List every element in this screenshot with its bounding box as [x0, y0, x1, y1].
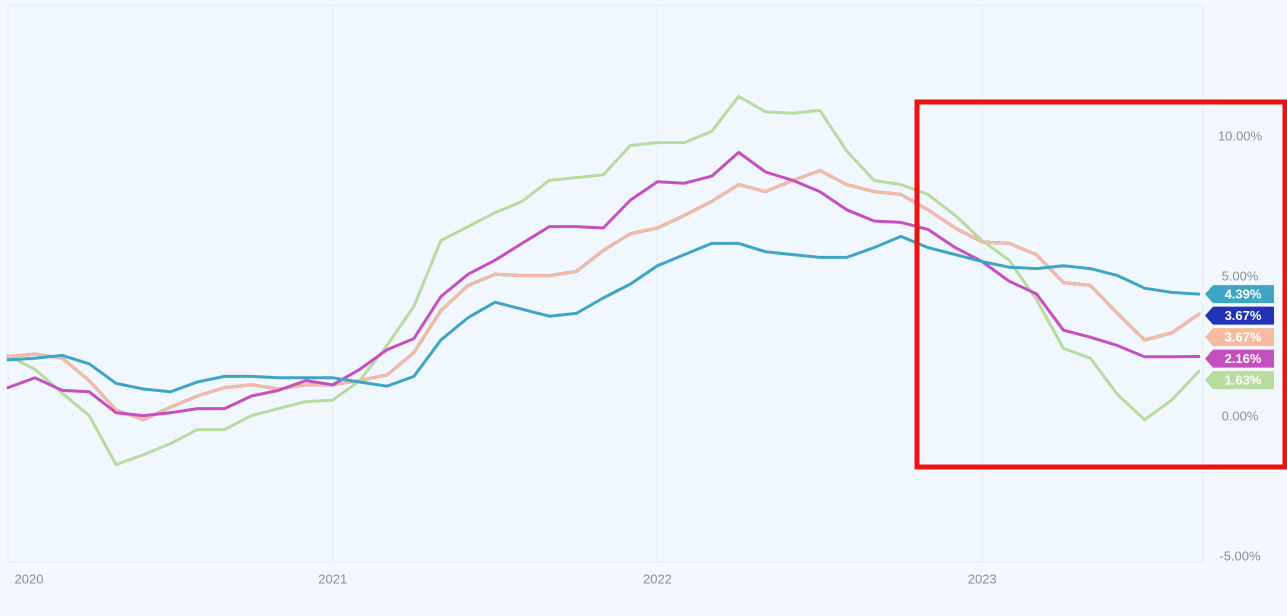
y-tick-label: 10.00% [1218, 128, 1263, 143]
highlight-box [914, 99, 1287, 470]
y-tick-label: 0.00% [1222, 408, 1259, 423]
end-label: 2.16% [1205, 349, 1274, 368]
end-label-flag [1205, 285, 1274, 304]
end-label: 3.67% [1205, 306, 1274, 325]
series-line [6, 234, 1201, 394]
end-label: 3.67% [1205, 328, 1274, 347]
series-line [6, 169, 1201, 422]
end-label-text: 3.67% [1225, 308, 1262, 323]
x-tick-label: 2021 [318, 571, 347, 586]
x-tick-label: 2022 [643, 571, 672, 586]
series-line [6, 150, 1201, 418]
end-label: 1.63% [1205, 371, 1274, 390]
y-tick-label: -5.00% [1219, 548, 1261, 563]
x-tick-label: 2023 [968, 571, 997, 586]
end-label-flag [1205, 306, 1274, 325]
end-label-flag [1205, 349, 1274, 368]
end-label-text: 2.16% [1225, 351, 1262, 366]
end-label-flag [1205, 371, 1274, 390]
plot-layer: 2020 2021 2022 2023 -5.00% 0.00% 5.00% 10.00% 4.… [6, 5, 1274, 586]
y-tick-label: 5.00% [1222, 268, 1259, 283]
series-line [6, 94, 1201, 467]
end-label: 4.39% [1205, 285, 1274, 304]
end-label-flag [1205, 328, 1274, 347]
end-label-text: 4.39% [1225, 287, 1262, 302]
x-tick-label: 2020 [15, 571, 44, 586]
end-label-text: 3.67% [1225, 330, 1262, 345]
end-label-text: 1.63% [1225, 373, 1262, 388]
